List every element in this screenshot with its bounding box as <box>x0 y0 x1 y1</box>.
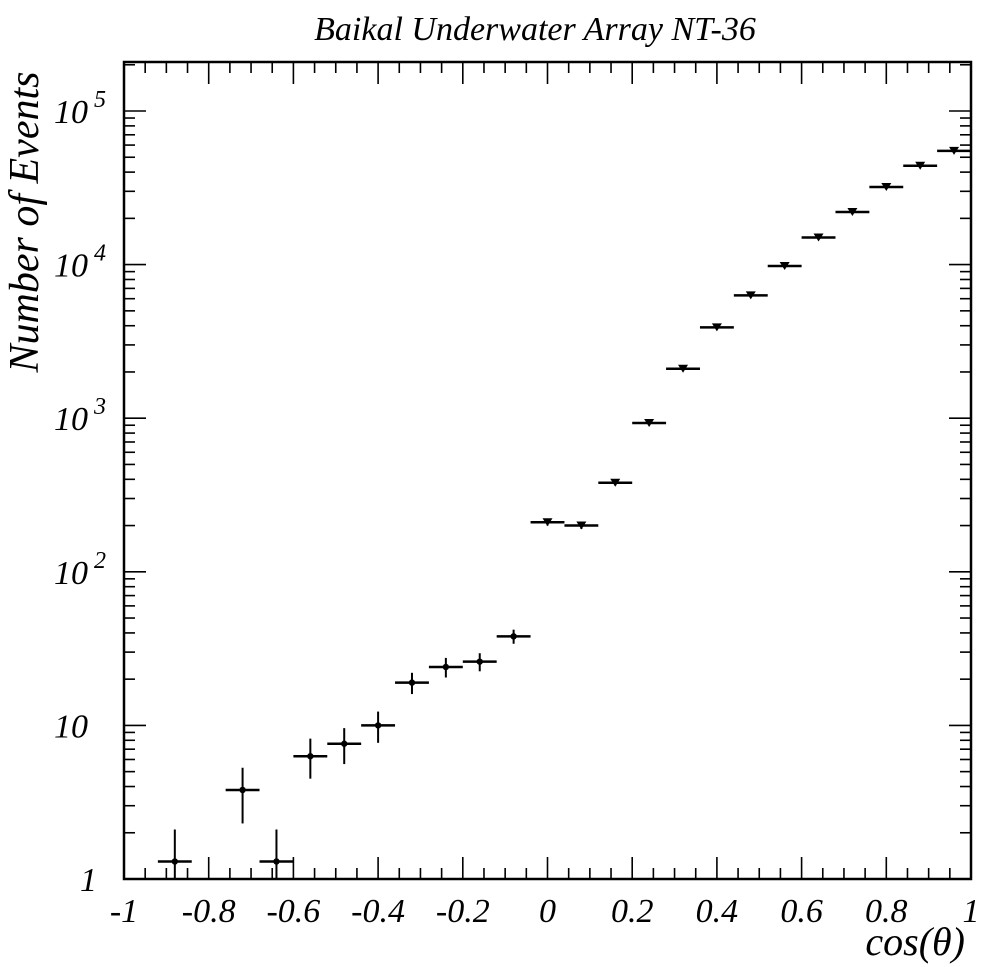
point-marker <box>171 858 179 865</box>
data-point <box>530 518 565 527</box>
data-point <box>903 161 938 170</box>
data-point <box>157 829 192 879</box>
x-tick-label: -0.8 <box>182 893 236 930</box>
y-tick-label: 10 3 <box>54 394 106 438</box>
point-marker <box>745 291 756 300</box>
y-tick-label: 1 <box>80 862 97 899</box>
data-point <box>462 653 497 672</box>
data-point <box>666 364 700 373</box>
data-point <box>293 738 328 779</box>
data-point <box>835 208 870 217</box>
x-tick-label: -0.6 <box>266 893 320 930</box>
y-axis-label: Number of Events <box>2 72 48 374</box>
point-marker <box>442 663 450 671</box>
y-tick-label: 10 2 <box>54 548 106 592</box>
point-marker <box>915 161 926 170</box>
y-tick-label: 10 5 <box>54 87 106 131</box>
x-tick-label: -0.4 <box>351 893 405 930</box>
data-points <box>157 146 971 879</box>
x-tick-label: 1 <box>963 893 980 930</box>
point-marker <box>374 722 382 729</box>
data-point <box>564 521 599 530</box>
data-point <box>496 629 531 644</box>
point-marker <box>711 323 722 332</box>
x-tick-label: 0.6 <box>780 893 823 930</box>
point-marker <box>813 233 824 242</box>
data-point <box>869 183 904 192</box>
x-tick-label: 0 <box>539 893 556 930</box>
point-marker <box>510 633 517 640</box>
plot-frame <box>122 60 973 881</box>
data-point <box>395 672 429 695</box>
y-tick-label: 10 <box>54 708 88 745</box>
y-tick-label: 10 4 <box>54 241 106 285</box>
point-marker <box>949 146 960 155</box>
point-marker <box>542 518 553 527</box>
x-tick-label: -1 <box>110 893 138 930</box>
data-point <box>598 478 633 487</box>
x-axis-label: cos(θ) <box>865 919 965 964</box>
point-marker <box>779 261 790 270</box>
x-tick-label: -0.2 <box>436 893 490 930</box>
chart-title: Baikal Underwater Array NT-36 <box>314 11 756 48</box>
data-point <box>327 728 362 765</box>
point-marker <box>408 679 416 686</box>
data-point <box>632 419 667 428</box>
data-point <box>259 829 294 879</box>
data-point <box>699 323 734 332</box>
point-marker <box>239 786 246 794</box>
point-marker <box>881 183 892 192</box>
data-point <box>733 291 768 300</box>
data-point <box>767 261 802 270</box>
x-tick-label: 0.2 <box>611 893 654 930</box>
point-marker <box>610 478 621 487</box>
data-point <box>361 711 396 743</box>
point-marker <box>847 208 858 217</box>
point-marker <box>678 364 689 373</box>
x-tick-labels: -1 -0.8 -0.6 -0.4 -0.2 0 0.2 0.4 0.6 0.8 1 <box>110 893 980 930</box>
data-point <box>937 146 971 155</box>
point-marker <box>576 521 587 530</box>
x-tick-label: 0.4 <box>696 893 739 930</box>
x-tick-label: 0.8 <box>865 893 908 930</box>
point-marker <box>307 753 314 760</box>
point-marker <box>644 419 655 428</box>
data-point <box>225 767 260 824</box>
data-point <box>428 657 463 678</box>
axis-ticks <box>123 62 972 880</box>
point-marker <box>273 858 280 865</box>
data-point <box>801 233 836 242</box>
point-marker <box>341 740 348 747</box>
point-marker <box>476 658 483 665</box>
